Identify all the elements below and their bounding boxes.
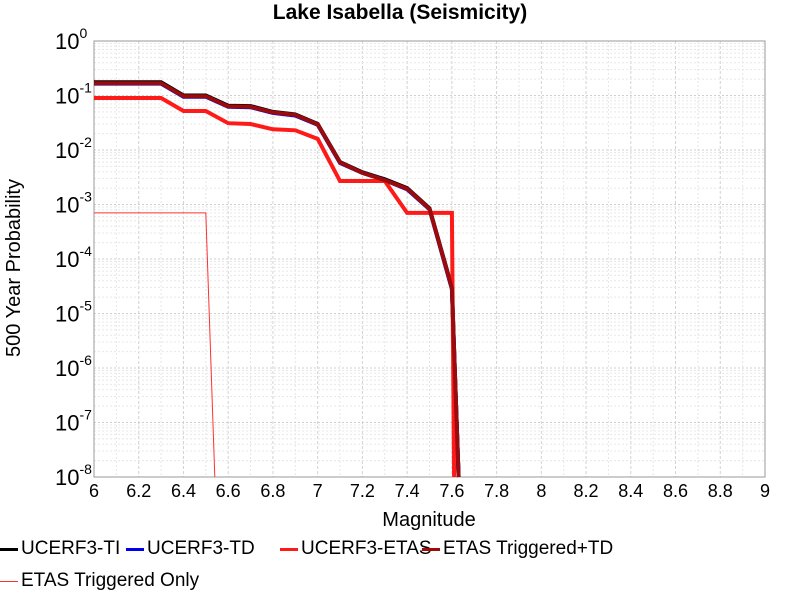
- series-line-ucerf3-ti: [94, 80, 461, 478]
- x-tick-label: 8.8: [708, 481, 733, 501]
- plot-frame: [93, 40, 766, 478]
- series-line-etas-triggered-only: [94, 212, 216, 478]
- y-tick-label: 100: [55, 25, 87, 54]
- grid: [93, 41, 766, 478]
- x-tick-label: 6: [89, 481, 99, 501]
- y-tick-label: 10-7: [55, 407, 92, 436]
- legend-label: UCERF3-TD: [147, 538, 255, 559]
- y-tick-labels: 100 10-1 10-2 10-3 10-4 10-5 10-6 10-7 10-8: [55, 25, 92, 490]
- y-tick-label: 10-2: [55, 134, 92, 163]
- x-tick-label: 9: [760, 481, 770, 501]
- x-tick-label: 8: [536, 481, 546, 501]
- legend-item: UCERF3-TD: [126, 538, 255, 560]
- y-tick-label: 10-4: [55, 243, 92, 272]
- x-tick-labels: 6 6.2 6.4 6.6 6.8 7 7.2 7.4 7.6 7.8 8 8.2 8.4 8.6 8.8 9: [89, 481, 770, 501]
- x-axis-label: Magnitude: [382, 509, 475, 531]
- legend-item: UCERF3-TI: [0, 538, 120, 560]
- legend-swatch: [422, 547, 440, 551]
- series-line-ucerf3-etas: [94, 96, 457, 478]
- x-tick-label: 7.6: [439, 481, 464, 501]
- y-tick-label: 10-8: [55, 461, 92, 490]
- x-tick-label: 6.6: [216, 481, 241, 501]
- x-tick-label: 6.8: [260, 481, 285, 501]
- x-tick-label: 6.4: [171, 481, 196, 501]
- y-tick-label: 10-1: [55, 80, 92, 109]
- y-tick-label: 10-6: [55, 352, 92, 381]
- y-tick-label: 10-5: [55, 298, 92, 327]
- legend-label: UCERF3-TI: [21, 538, 121, 559]
- legend-swatch: [126, 547, 144, 551]
- x-tick-label: 8.6: [663, 481, 688, 501]
- y-axis-label: 500 Year Probability: [3, 179, 25, 357]
- x-tick-label: 8.2: [574, 481, 599, 501]
- legend-item: ETAS Triggered+TD: [422, 538, 613, 560]
- x-tick-label: 7.8: [484, 481, 509, 501]
- legend-label: ETAS Triggered+TD: [443, 538, 614, 559]
- x-tick-label: 7: [313, 481, 323, 501]
- x-tick-label: 6.2: [126, 481, 151, 501]
- legend-swatch: [0, 580, 18, 582]
- y-tick-label: 10-3: [55, 189, 92, 218]
- chart-title: Lake Isabella (Seismicity): [273, 1, 527, 24]
- legend-item: UCERF3-ETAS: [280, 538, 432, 560]
- legend-item: ETAS Triggered Only: [0, 570, 199, 592]
- x-tick-label: 8.4: [618, 481, 643, 501]
- x-tick-label: 7.2: [350, 481, 375, 501]
- legend-label: ETAS Triggered Only: [21, 570, 200, 591]
- x-tick-label: 7.4: [395, 481, 420, 501]
- series-line-etas-triggered-td: [94, 81, 461, 478]
- legend: UCERF3-TI UCERF3-TD UCERF3-ETAS ETAS Trigge…: [0, 536, 800, 600]
- legend-swatch: [280, 547, 298, 551]
- legend-label: UCERF3-ETAS: [301, 538, 432, 559]
- series-group: [94, 80, 461, 478]
- legend-swatch: [0, 547, 18, 551]
